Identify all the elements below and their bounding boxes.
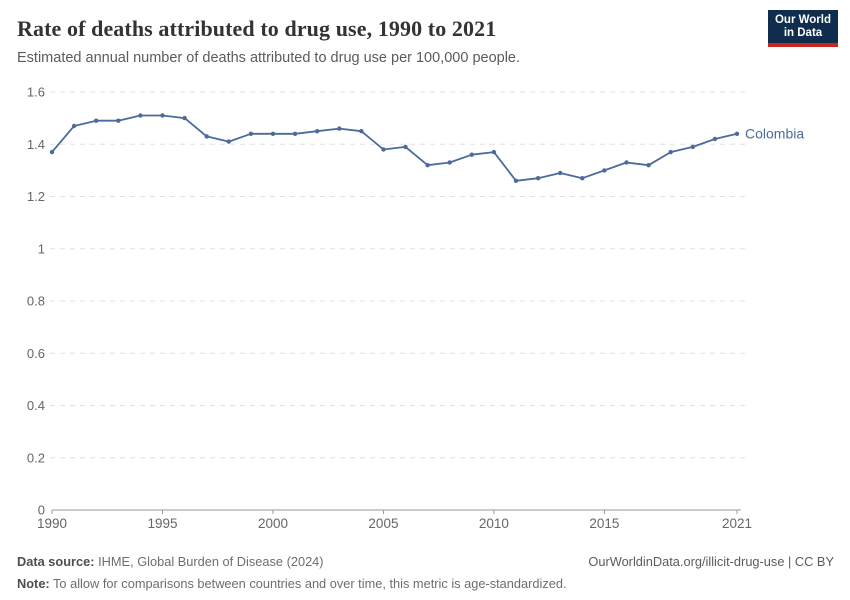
data-point[interactable] (712, 136, 718, 142)
series-label[interactable]: Colombia (745, 125, 804, 141)
data-point[interactable] (337, 126, 342, 131)
chart-subtitle: Estimated annual number of deaths attrib… (17, 50, 521, 66)
y-tick-label: 1.6 (27, 85, 45, 100)
data-point[interactable] (580, 176, 585, 181)
data-point[interactable] (49, 149, 55, 155)
y-tick-label: 1 (38, 241, 45, 256)
data-point[interactable] (535, 176, 541, 181)
data-point[interactable] (624, 160, 629, 165)
chart-area: 0 0.2 0.4 0.6 0.8 1 1.2 1.4 1.6 1990 1995 2000 2005 2… (0, 85, 850, 550)
x-tick-label: 2015 (589, 516, 619, 531)
y-tick-label: 0.8 (27, 294, 45, 309)
owid-logo[interactable]: Our World in Data (768, 10, 838, 47)
y-tick-label: 0 (38, 503, 45, 518)
data-point[interactable] (71, 123, 77, 129)
datasource-value: IHME, Global Burden of Disease (2024) (94, 554, 324, 569)
data-point[interactable] (491, 149, 497, 155)
data-point[interactable] (734, 131, 740, 136)
data-point[interactable] (403, 144, 408, 150)
data-point[interactable] (182, 115, 187, 121)
datasource-label: Data source: (17, 554, 95, 569)
chart-footer: Data source: IHME, Global Burden of Dise… (0, 550, 850, 592)
y-tick-label: 0.4 (27, 398, 45, 413)
datasource-text: Data source: IHME, Global Burden of Dise… (17, 554, 324, 570)
x-tick-label: 1990 (37, 516, 67, 531)
data-point[interactable] (160, 113, 165, 118)
y-tick-label: 0.6 (27, 346, 45, 361)
data-point[interactable] (381, 147, 386, 152)
y-tick-label: 0.2 (27, 450, 45, 465)
data-point[interactable] (248, 131, 254, 136)
data-point[interactable] (602, 168, 607, 173)
footer-line-note: Note: To allow for comparisons between c… (17, 576, 834, 592)
x-tick-label: 2005 (368, 516, 398, 531)
y-tick-label: 1.4 (27, 137, 45, 152)
credit-link[interactable]: OurWorldinData.org/illicit-drug-use | CC… (588, 554, 834, 569)
note-value: To allow for comparisons between countri… (49, 576, 567, 591)
owid-logo-line2: in Data (783, 27, 823, 39)
data-point[interactable] (447, 160, 452, 165)
data-point[interactable] (469, 152, 474, 157)
owid-logo-red-bar (768, 43, 838, 47)
chart-canvas[interactable]: 0 0.2 0.4 0.6 0.8 1 1.2 1.4 1.6 1990 1995 2000 2005 2… (0, 85, 850, 545)
data-point[interactable] (690, 144, 695, 150)
data-point[interactable] (359, 129, 364, 134)
data-point[interactable] (292, 131, 298, 136)
data-point[interactable] (138, 113, 143, 118)
owid-logo-text: Our World in Data (768, 10, 838, 43)
x-tick-label: 2010 (479, 516, 509, 531)
footer-line-datasource: Data source: IHME, Global Burden of Dise… (17, 554, 834, 570)
x-tick-label: 1995 (147, 516, 177, 531)
note-label: Note: (17, 576, 50, 591)
owid-logo-line1: Our World (774, 14, 831, 26)
data-point[interactable] (226, 139, 231, 144)
chart-header: Rate of deaths attributed to drug use, 1… (0, 0, 850, 85)
data-point[interactable] (270, 131, 276, 136)
data-point[interactable] (315, 129, 320, 134)
data-point[interactable] (668, 149, 673, 155)
data-point[interactable] (116, 118, 121, 123)
series-line[interactable] (51, 114, 738, 182)
data-point[interactable] (513, 178, 519, 183)
data-point[interactable] (425, 163, 430, 168)
data-point[interactable] (558, 170, 563, 176)
chart-title: Rate of deaths attributed to drug use, 1… (17, 16, 497, 41)
data-point[interactable] (94, 118, 99, 123)
x-tick-label: 2021 (722, 516, 752, 531)
data-point[interactable] (204, 134, 209, 139)
y-tick-label: 1.2 (27, 189, 45, 204)
data-point[interactable] (646, 163, 651, 168)
x-tick-label: 2000 (258, 516, 288, 531)
